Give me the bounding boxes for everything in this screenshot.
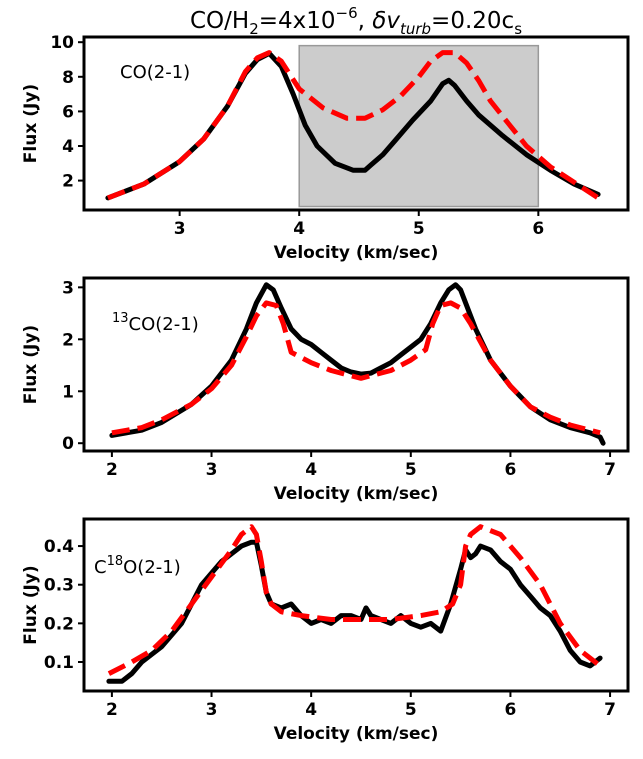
plot-frame xyxy=(82,276,630,453)
x-tick-label: 6 xyxy=(505,460,517,480)
series-line-model xyxy=(107,50,600,201)
y-tick-label: 2 xyxy=(62,330,74,350)
series-line-model xyxy=(111,300,601,436)
plot-frame xyxy=(82,517,630,693)
y-tick-label: 0.2 xyxy=(44,614,74,634)
series-line-model xyxy=(107,524,602,676)
x-tick-label: 3 xyxy=(174,219,186,239)
y-axis-label: Flux (Jy) xyxy=(21,84,41,163)
series-line-observed xyxy=(106,539,603,684)
shaded-region xyxy=(298,44,540,208)
series-line-observed xyxy=(109,282,606,446)
y-axis-label: Flux (Jy) xyxy=(21,325,41,404)
x-tick-label: 3 xyxy=(206,460,218,480)
y-tick-label: 6 xyxy=(62,102,74,122)
x-tick-label: 3 xyxy=(206,700,218,720)
x-tick-label: 4 xyxy=(305,700,317,720)
y-tick-label: 0.4 xyxy=(44,537,74,557)
y-tick-label: 4 xyxy=(62,137,74,157)
x-tick-label: 4 xyxy=(305,460,317,480)
y-tick-label: 10 xyxy=(50,33,74,53)
x-tick-label: 2 xyxy=(106,460,118,480)
panel-c18o21: 2 3 4 5 6 7 0.1 0.2 0.3 0.4 C18O(2-1) Velocity (k… xyxy=(21,517,630,744)
figure-title: CO/H2=4x10−6, δvturb=0.20cs xyxy=(190,4,522,38)
y-tick-label: 0.3 xyxy=(44,576,74,596)
panel-annotation: 13CO(2-1) xyxy=(112,311,199,335)
x-axis-label: Velocity (km/sec) xyxy=(274,243,439,263)
panel-13co21: 2 3 4 5 6 7 0 1 2 3 13CO(2-1) Velocity (km/sec) F… xyxy=(21,276,630,504)
panel-co21: 3 4 5 6 2 4 6 8 10 CO(2-1) Velocity (km/sec) Flu… xyxy=(21,33,630,263)
x-tick-label: 5 xyxy=(405,460,417,480)
y-tick-label: 3 xyxy=(62,278,74,298)
x-tick-label: 7 xyxy=(604,700,616,720)
y-tick-label: 8 xyxy=(62,68,74,88)
x-axis-label: Velocity (km/sec) xyxy=(274,724,439,744)
x-tick-label: 6 xyxy=(505,700,517,720)
x-tick-label: 7 xyxy=(604,460,616,480)
panel-annotation: C18O(2-1) xyxy=(94,554,181,578)
x-axis-label: Velocity (km/sec) xyxy=(274,484,439,504)
y-tick-label: 2 xyxy=(62,172,74,192)
y-axis-label: Flux (Jy) xyxy=(21,565,41,644)
x-tick-label: 2 xyxy=(106,700,118,720)
y-tick-label: 1 xyxy=(62,382,74,402)
plot-frame xyxy=(82,35,630,212)
x-tick-label: 5 xyxy=(413,219,425,239)
x-tick-label: 5 xyxy=(405,700,417,720)
panel-annotation: CO(2-1) xyxy=(120,62,190,83)
y-tick-label: 0.1 xyxy=(44,653,74,673)
y-tick-label: 0 xyxy=(62,434,74,454)
x-tick-label: 6 xyxy=(532,219,544,239)
x-tick-label: 4 xyxy=(293,219,305,239)
